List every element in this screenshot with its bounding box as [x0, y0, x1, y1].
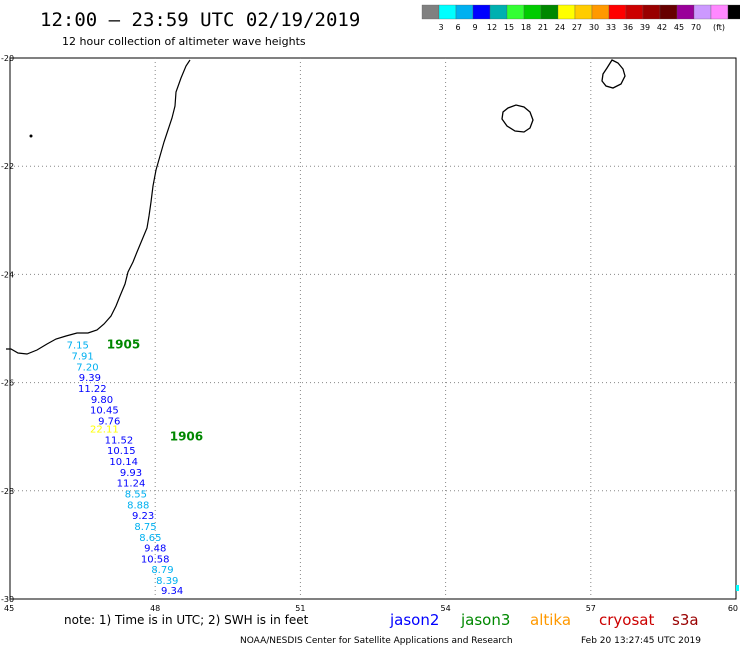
satellite-name: jason3 — [460, 611, 510, 629]
scale-swatch — [557, 4, 576, 20]
map-title: 12:00 – 23:59 UTC 02/19/2019 — [40, 9, 360, 31]
scale-label: 12 — [487, 23, 497, 32]
reunion-island-outline — [501, 104, 534, 133]
wave-height-value: 22.11 — [90, 425, 119, 436]
scale-label: 42 — [657, 23, 667, 32]
lat-tick-label: -30 — [1, 595, 14, 604]
wave-height-value: 8.55 — [125, 490, 147, 501]
satellite-legend: jason2 jason3 altika cryosat s3a — [389, 611, 699, 629]
lon-tick-label: 57 — [586, 604, 596, 613]
wave-height-value: 9.93 — [120, 468, 142, 479]
footer-timestamp: Feb 20 13:27:45 UTC 2019 — [581, 636, 701, 646]
time-label: 1905 — [107, 338, 140, 352]
scale-label: 21 — [538, 23, 548, 32]
map-subtitle: 12 hour collection of altimeter wave hei… — [62, 35, 306, 48]
scale-label: 15 — [504, 23, 514, 32]
color-scale-legend: 3 6 9 12 15 18 21 24 27 30 33 36 39 42 45 70 (ft) — [421, 4, 740, 32]
wave-height-value: 8.39 — [156, 576, 178, 587]
satellite-name: cryosat — [599, 611, 654, 629]
wave-height-value: 7.15 — [67, 341, 89, 352]
scale-swatch — [455, 4, 474, 20]
scale-swatch — [489, 4, 508, 20]
scale-swatch — [438, 4, 457, 20]
scale-label: 33 — [606, 23, 616, 32]
lat-tick-label: -26 — [1, 379, 14, 388]
lat-tick-label: -22 — [1, 162, 14, 171]
scale-swatch — [727, 4, 740, 20]
wave-height-value: 10.58 — [141, 554, 170, 565]
scale-label: 27 — [572, 23, 582, 32]
satellite-name: jason2 — [389, 611, 439, 629]
scale-swatch — [540, 4, 559, 20]
scale-unit: (ft) — [713, 23, 725, 32]
scale-label: 39 — [640, 23, 650, 32]
wave-height-value: 7.20 — [76, 362, 98, 373]
lon-tick-label: 45 — [4, 604, 14, 613]
scale-label: 9 — [472, 23, 477, 32]
wave-height-value: 8.65 — [139, 533, 161, 544]
scale-swatch — [574, 4, 593, 20]
scale-swatch — [625, 4, 644, 20]
lat-tick-label: -24 — [1, 270, 14, 279]
scale-label: 45 — [674, 23, 684, 32]
scale-label: 36 — [623, 23, 633, 32]
lat-tick-label: -28 — [1, 487, 14, 496]
scale-label: 18 — [521, 23, 531, 32]
wave-height-value: 9.34 — [161, 586, 183, 597]
lon-tick-label: 51 — [295, 604, 305, 613]
scale-label: 30 — [589, 23, 599, 32]
time-label: 1906 — [170, 430, 203, 444]
scale-swatch — [693, 4, 712, 20]
footer-note: note: 1) Time is in UTC; 2) SWH is in fe… — [64, 613, 309, 627]
scale-swatch — [472, 4, 491, 20]
wave-height-value: 8.79 — [151, 565, 173, 576]
wave-height-value: 7.91 — [71, 352, 93, 363]
wave-height-value: 9.23 — [132, 511, 154, 522]
wave-height-value: 10.15 — [107, 446, 136, 457]
scale-label: 6 — [455, 23, 460, 32]
small-island-dot — [29, 134, 33, 138]
wave-height-value: 11.22 — [78, 384, 107, 395]
scale-label: 70 — [691, 23, 701, 32]
edge-observation-mark — [736, 585, 739, 591]
map-frame — [9, 57, 737, 600]
wave-height-value: 10.45 — [90, 406, 119, 417]
scale-swatch — [506, 4, 525, 20]
map-grid — [10, 58, 736, 599]
wave-height-value: 10.14 — [109, 457, 138, 468]
mauritius-island-outline — [601, 59, 626, 89]
scale-swatch — [421, 4, 440, 20]
footer-credit: NOAA/NESDIS Center for Satellite Applica… — [240, 636, 513, 646]
scale-swatch — [591, 4, 610, 20]
wave-height-value: 9.39 — [79, 373, 101, 384]
lat-tick-label: -20 — [1, 54, 14, 63]
lon-tick-label: 60 — [728, 604, 738, 613]
scale-label: 3 — [438, 23, 443, 32]
scale-swatch — [710, 4, 729, 20]
wave-height-value: 9.80 — [91, 395, 113, 406]
scale-swatch — [642, 4, 661, 20]
wave-height-value: 11.24 — [117, 479, 146, 490]
wave-height-value: 9.48 — [144, 544, 166, 555]
satellite-name: s3a — [672, 611, 699, 629]
satellite-name: altika — [530, 611, 571, 629]
wave-height-value: 9.76 — [98, 416, 120, 427]
wave-height-observations: 7.157.917.209.3911.229.8010.459.7622.111… — [67, 341, 184, 597]
scale-swatch — [659, 4, 678, 20]
scale-swatch — [523, 4, 542, 20]
wave-height-value: 8.88 — [127, 500, 149, 511]
scale-swatch — [676, 4, 695, 20]
madagascar-coastline — [6, 59, 191, 355]
lon-tick-label: 48 — [150, 604, 160, 613]
scale-label: 24 — [555, 23, 565, 32]
wave-height-value: 8.75 — [134, 522, 156, 533]
map-axis-ticks: 45 48 51 54 57 60 -20 -22 -24 -26 -28 -30 — [1, 54, 738, 613]
scale-swatch — [608, 4, 627, 20]
wave-height-value: 11.52 — [105, 435, 134, 446]
lon-tick-label: 54 — [441, 604, 451, 613]
time-labels: 1905 1906 — [107, 338, 203, 444]
